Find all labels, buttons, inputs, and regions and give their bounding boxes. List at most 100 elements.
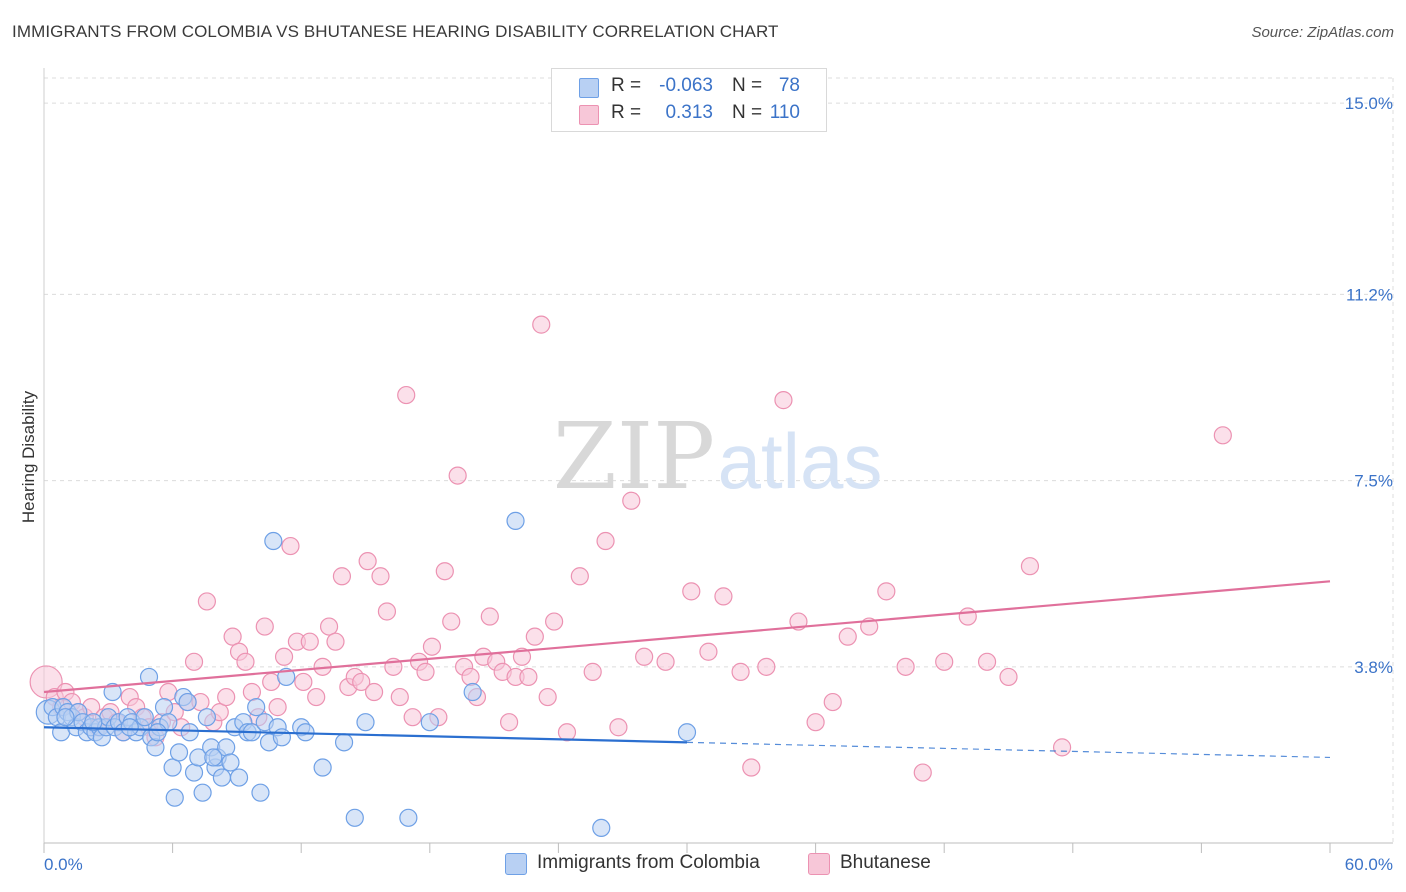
point-bhutanese — [823, 692, 842, 712]
point-bhutanese — [525, 627, 544, 646]
point-bhutanese — [622, 491, 641, 510]
point-colombia — [135, 708, 154, 727]
point-bhutanese — [480, 607, 499, 626]
y-tick-labels: 3.8% 7.5% 11.2% 15.0% — [1345, 94, 1393, 677]
point-bhutanese — [352, 672, 371, 692]
bottom-legend-label-colombia: Immigrants from Colombia — [537, 852, 760, 873]
trend-line-bhutanese — [43, 580, 1331, 694]
point-colombia — [277, 667, 296, 687]
point-bhutanese — [532, 315, 551, 334]
point-bhutanese — [461, 667, 480, 687]
point-colombia — [184, 763, 204, 782]
point-bhutanese — [500, 713, 519, 732]
trend-line-colombia-extension — [686, 741, 1331, 759]
point-bhutanese — [236, 652, 255, 671]
point-colombia — [677, 723, 697, 742]
point-bhutanese — [935, 652, 954, 671]
point-bhutanese — [1020, 557, 1040, 576]
point-bhutanese — [255, 617, 274, 636]
point-colombia — [229, 768, 249, 787]
point-bhutanese — [806, 713, 825, 732]
point-colombia — [148, 723, 167, 742]
point-bhutanese — [364, 682, 384, 702]
legend-row-colombia: R = -0.063 N = 78 — [552, 75, 826, 101]
point-colombia — [84, 713, 103, 732]
point-bhutanese — [958, 607, 977, 626]
point-bhutanese — [307, 687, 326, 707]
legend-n-label: N = — [732, 75, 763, 96]
point-bhutanese — [448, 466, 467, 485]
chart-title: IMMIGRANTS FROM COLOMBIA VS BHUTANESE HE… — [12, 22, 779, 41]
point-bhutanese — [877, 582, 896, 601]
point-bhutanese — [416, 662, 435, 681]
point-colombia — [120, 718, 139, 737]
legend-r-value: -0.063 — [659, 75, 713, 96]
point-bhutanese — [838, 627, 857, 646]
y-tick-label: 7.5% — [1354, 472, 1393, 491]
point-bhutanese — [371, 567, 390, 586]
point-colombia — [178, 692, 197, 712]
point-bhutanese — [223, 627, 242, 646]
point-bhutanese — [656, 652, 675, 671]
point-colombia — [356, 713, 375, 732]
bottom-legend-label-bhutanese: Bhutanese — [840, 852, 931, 873]
point-colombia — [592, 818, 611, 838]
point-bhutanese — [742, 758, 761, 777]
y-axis-label: Hearing Disability — [19, 390, 38, 523]
point-colombia — [139, 667, 159, 687]
series-colombia-points — [35, 511, 697, 838]
point-bhutanese — [377, 602, 397, 621]
point-bhutanese — [442, 612, 461, 631]
bottom-legend-swatch-bhutanese — [808, 853, 830, 875]
point-colombia — [345, 808, 364, 827]
point-colombia — [463, 682, 482, 702]
point-bhutanese — [1213, 426, 1232, 445]
point-bhutanese — [896, 657, 915, 676]
point-bhutanese — [217, 687, 236, 707]
point-colombia — [264, 531, 283, 551]
x-tick-label-max: 60.0% — [1345, 855, 1393, 874]
point-bhutanese — [300, 632, 319, 651]
point-colombia — [165, 788, 184, 807]
point-bhutanese — [545, 612, 564, 631]
point-bhutanese — [557, 723, 577, 742]
point-colombia — [420, 713, 439, 732]
point-bhutanese — [268, 698, 287, 717]
chart-source: Source: ZipAtlas.com — [1251, 24, 1394, 41]
point-bhutanese — [635, 647, 654, 666]
point-colombia — [197, 708, 216, 727]
point-bhutanese — [358, 552, 377, 571]
point-colombia — [334, 733, 354, 752]
point-colombia — [154, 698, 174, 717]
point-bhutanese — [242, 682, 262, 702]
x-tick-label-min: 0.0% — [44, 855, 83, 874]
point-bhutanese — [699, 642, 718, 661]
legend-r-label: R = — [611, 75, 642, 96]
legend-swatch-bhutanese — [579, 105, 599, 125]
legend-n-value: 110 — [769, 102, 800, 123]
point-bhutanese — [570, 567, 589, 586]
point-bhutanese — [294, 672, 313, 692]
stats-legend: R = -0.063 N = 78 R = 0.313 N = 110 — [551, 68, 827, 132]
point-bhutanese — [774, 391, 793, 410]
point-bhutanese — [403, 708, 422, 727]
watermark-atlas: atlas — [718, 417, 883, 505]
point-bhutanese — [281, 536, 300, 556]
point-bhutanese — [731, 662, 750, 681]
point-bhutanese — [714, 587, 733, 606]
point-colombia — [163, 758, 182, 777]
point-bhutanese — [332, 567, 352, 586]
point-bhutanese — [538, 687, 557, 707]
point-bhutanese — [435, 562, 454, 581]
point-colombia — [313, 758, 332, 777]
point-colombia — [212, 768, 231, 787]
legend-row-bhutanese: R = 0.313 N = 110 — [552, 102, 826, 128]
y-tick-label: 15.0% — [1345, 94, 1393, 113]
point-bhutanese — [609, 718, 628, 737]
point-colombia — [221, 753, 240, 772]
point-colombia — [272, 728, 292, 747]
point-bhutanese — [682, 582, 701, 601]
point-colombia — [251, 783, 270, 802]
point-bhutanese — [274, 647, 294, 666]
